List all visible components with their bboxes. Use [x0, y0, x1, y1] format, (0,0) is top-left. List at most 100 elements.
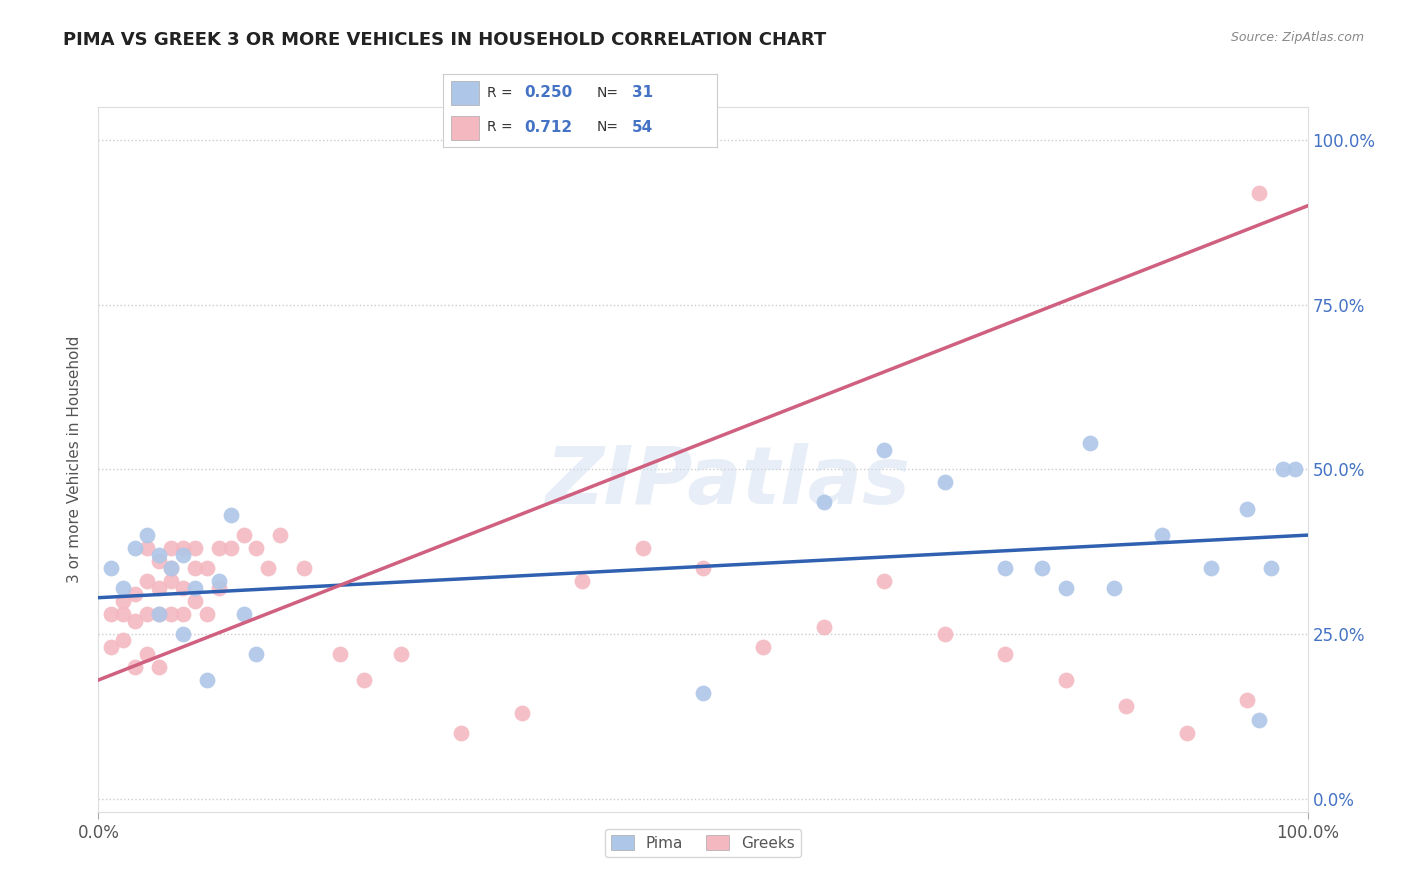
- Point: [329, 647, 352, 661]
- Point: [111, 607, 134, 622]
- Point: [221, 508, 243, 523]
- Point: [135, 528, 157, 542]
- Point: [1260, 561, 1282, 575]
- Point: [232, 528, 254, 542]
- Point: [245, 647, 267, 661]
- Point: [208, 574, 231, 589]
- Point: [184, 541, 207, 556]
- Point: [1102, 581, 1125, 595]
- Y-axis label: 3 or more Vehicles in Household: 3 or more Vehicles in Household: [67, 335, 83, 583]
- Point: [135, 574, 157, 589]
- Point: [1078, 436, 1101, 450]
- Point: [353, 673, 375, 687]
- Point: [1115, 699, 1137, 714]
- Point: [1054, 673, 1077, 687]
- Point: [184, 561, 207, 575]
- Point: [135, 607, 157, 622]
- Point: [172, 607, 194, 622]
- Point: [1054, 581, 1077, 595]
- Point: [148, 660, 170, 674]
- Point: [208, 541, 231, 556]
- Point: [1175, 725, 1198, 739]
- Point: [148, 581, 170, 595]
- Point: [111, 633, 134, 648]
- Point: [1031, 561, 1053, 575]
- Point: [160, 561, 183, 575]
- Point: [195, 673, 218, 687]
- Legend: Pima, Greeks: Pima, Greeks: [605, 830, 801, 857]
- Point: [269, 528, 291, 542]
- Point: [100, 640, 122, 654]
- Point: [232, 607, 254, 622]
- Point: [221, 541, 243, 556]
- Text: 0.712: 0.712: [524, 120, 572, 135]
- Point: [245, 541, 267, 556]
- Point: [111, 581, 134, 595]
- Point: [148, 607, 170, 622]
- Point: [184, 581, 207, 595]
- Point: [1249, 186, 1271, 200]
- Point: [1249, 713, 1271, 727]
- Point: [148, 607, 170, 622]
- Point: [160, 574, 183, 589]
- Point: [292, 561, 315, 575]
- Point: [148, 554, 170, 568]
- Point: [934, 475, 956, 490]
- Point: [692, 686, 714, 700]
- Point: [571, 574, 593, 589]
- Point: [813, 620, 835, 634]
- Point: [256, 561, 278, 575]
- Text: PIMA VS GREEK 3 OR MORE VEHICLES IN HOUSEHOLD CORRELATION CHART: PIMA VS GREEK 3 OR MORE VEHICLES IN HOUS…: [63, 31, 827, 49]
- Text: 0.250: 0.250: [524, 86, 572, 100]
- Text: N=: N=: [596, 86, 619, 100]
- Point: [135, 541, 157, 556]
- Point: [124, 614, 146, 628]
- Point: [1272, 462, 1295, 476]
- Text: N=: N=: [596, 120, 619, 134]
- Point: [934, 627, 956, 641]
- Point: [1152, 528, 1174, 542]
- Point: [195, 561, 218, 575]
- Bar: [451, 117, 478, 140]
- Point: [124, 660, 146, 674]
- Point: [813, 495, 835, 509]
- Point: [172, 548, 194, 562]
- Point: [100, 607, 122, 622]
- Point: [184, 594, 207, 608]
- Point: [172, 541, 194, 556]
- Point: [148, 548, 170, 562]
- Point: [124, 587, 146, 601]
- Point: [160, 607, 183, 622]
- Point: [873, 442, 896, 457]
- Point: [160, 541, 183, 556]
- Text: ZIPatlas: ZIPatlas: [544, 443, 910, 522]
- Point: [994, 647, 1017, 661]
- Text: 54: 54: [633, 120, 654, 135]
- Point: [1284, 462, 1306, 476]
- Point: [1199, 561, 1222, 575]
- Point: [631, 541, 654, 556]
- Point: [100, 561, 122, 575]
- Point: [752, 640, 775, 654]
- Point: [1236, 501, 1258, 516]
- Point: [160, 561, 183, 575]
- Text: R =: R =: [486, 86, 517, 100]
- Text: R =: R =: [486, 120, 517, 134]
- Point: [172, 627, 194, 641]
- Point: [111, 594, 134, 608]
- Bar: [451, 81, 478, 104]
- Point: [510, 706, 533, 720]
- Point: [208, 581, 231, 595]
- Point: [389, 647, 412, 661]
- Text: 31: 31: [633, 86, 654, 100]
- Point: [195, 607, 218, 622]
- Point: [172, 581, 194, 595]
- Point: [450, 725, 472, 739]
- Point: [692, 561, 714, 575]
- Point: [994, 561, 1017, 575]
- Point: [1236, 692, 1258, 706]
- Point: [135, 647, 157, 661]
- Point: [873, 574, 896, 589]
- Text: Source: ZipAtlas.com: Source: ZipAtlas.com: [1230, 31, 1364, 45]
- Point: [124, 541, 146, 556]
